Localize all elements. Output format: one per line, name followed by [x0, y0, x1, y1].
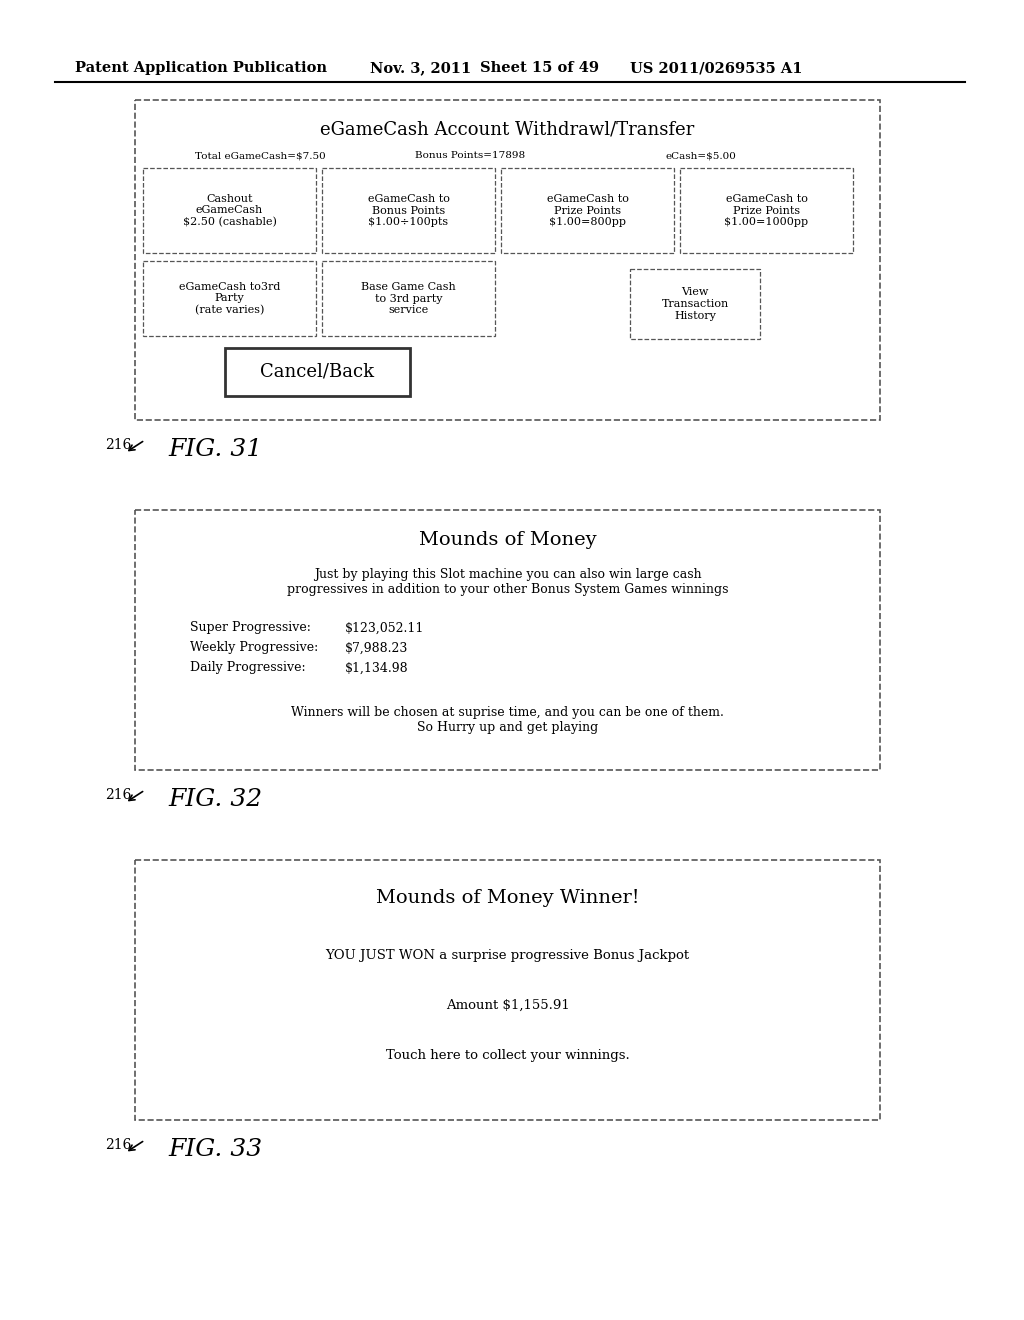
Text: Super Progressive:: Super Progressive:	[190, 622, 311, 635]
Text: 216: 216	[105, 1138, 131, 1152]
Text: Just by playing this Slot machine you can also win large cash
progressives in ad: Just by playing this Slot machine you ca…	[287, 568, 728, 597]
Bar	[630, 269, 760, 339]
Bar	[135, 100, 880, 420]
Bar	[501, 168, 674, 253]
Bar	[143, 168, 316, 253]
Text: Bonus Points=17898: Bonus Points=17898	[415, 152, 525, 161]
Text: 216: 216	[105, 788, 131, 803]
Text: Touch here to collect your winnings.: Touch here to collect your winnings.	[386, 1048, 630, 1061]
Text: $1,134.98: $1,134.98	[345, 661, 409, 675]
Text: eGameCash to
Prize Points
$1.00=1000pp: eGameCash to Prize Points $1.00=1000pp	[724, 194, 809, 227]
Text: Daily Progressive:: Daily Progressive:	[190, 661, 305, 675]
Text: eCash=$5.00: eCash=$5.00	[665, 152, 736, 161]
Text: Base Game Cash
to 3rd party
service: Base Game Cash to 3rd party service	[361, 282, 456, 315]
Text: Amount $1,155.91: Amount $1,155.91	[445, 998, 569, 1011]
Text: Winners will be chosen at suprise time, and you can be one of them.
So Hurry up : Winners will be chosen at suprise time, …	[291, 706, 724, 734]
Text: US 2011/0269535 A1: US 2011/0269535 A1	[630, 61, 803, 75]
Text: View
Transaction
History: View Transaction History	[662, 288, 729, 321]
Text: eGameCash Account Withdrawl/Transfer: eGameCash Account Withdrawl/Transfer	[321, 121, 694, 139]
Text: eGameCash to3rd
Party
(rate varies): eGameCash to3rd Party (rate varies)	[179, 281, 281, 315]
Text: FIG. 33: FIG. 33	[168, 1138, 262, 1162]
Text: eGameCash to
Prize Points
$1.00=800pp: eGameCash to Prize Points $1.00=800pp	[547, 194, 629, 227]
Text: YOU JUST WON a surprise progressive Bonus Jackpot: YOU JUST WON a surprise progressive Bonu…	[326, 949, 689, 961]
Bar	[135, 510, 880, 770]
Text: Cancel/Back: Cancel/Back	[260, 363, 375, 381]
Text: Total eGameCash=$7.50: Total eGameCash=$7.50	[195, 152, 326, 161]
Bar	[143, 261, 316, 337]
Text: $7,988.23: $7,988.23	[345, 642, 409, 655]
Text: 216: 216	[105, 438, 131, 451]
Bar	[680, 168, 853, 253]
Text: Nov. 3, 2011: Nov. 3, 2011	[370, 61, 471, 75]
Text: $123,052.11: $123,052.11	[345, 622, 424, 635]
Text: Cashout
eGameCash
$2.50 (cashable): Cashout eGameCash $2.50 (cashable)	[182, 194, 276, 227]
Bar	[322, 168, 495, 253]
Text: Weekly Progressive:: Weekly Progressive:	[190, 642, 318, 655]
Text: eGameCash to
Bonus Points
$1.00÷100pts: eGameCash to Bonus Points $1.00÷100pts	[368, 194, 450, 227]
Text: Mounds of Money: Mounds of Money	[419, 531, 596, 549]
Text: Mounds of Money Winner!: Mounds of Money Winner!	[376, 888, 639, 907]
Text: FIG. 31: FIG. 31	[168, 438, 262, 462]
Bar	[322, 261, 495, 337]
Bar	[135, 861, 880, 1119]
Text: Patent Application Publication: Patent Application Publication	[75, 61, 327, 75]
Bar	[225, 348, 410, 396]
Text: Sheet 15 of 49: Sheet 15 of 49	[480, 61, 599, 75]
Text: FIG. 32: FIG. 32	[168, 788, 262, 812]
